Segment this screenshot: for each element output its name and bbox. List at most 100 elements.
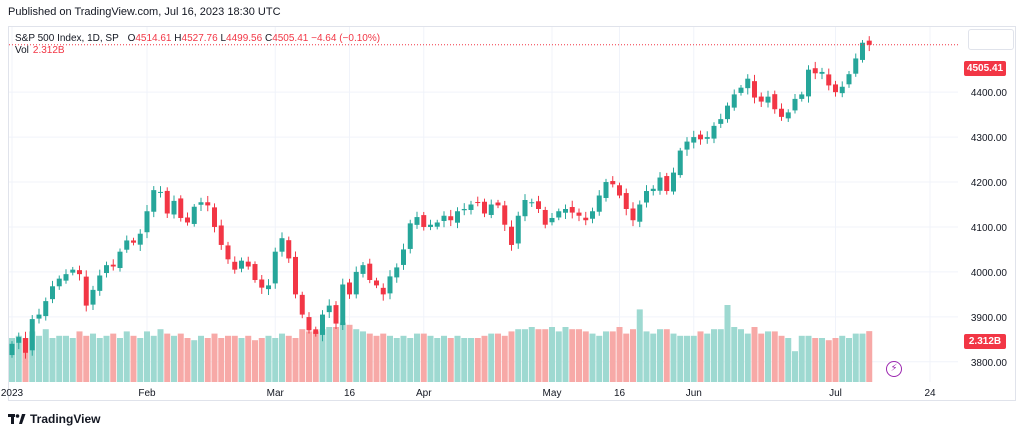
high-value: 4527.76 — [181, 33, 218, 44]
candle-body — [826, 74, 832, 86]
volume-legend: Vol 2.312B — [15, 45, 65, 56]
chart-frame[interactable] — [8, 26, 1016, 401]
volume-bar — [177, 333, 184, 382]
volume-bar — [76, 331, 83, 382]
candle-body — [704, 137, 710, 139]
volume-bar — [339, 322, 346, 382]
footer-brand[interactable]: TradingView — [8, 412, 100, 426]
volume-bar — [69, 338, 76, 382]
time-tick-label: 2023 — [1, 388, 24, 399]
candle-body — [698, 134, 703, 140]
candle-body — [664, 176, 670, 192]
volume-bar — [549, 327, 555, 382]
volume-bar — [515, 329, 522, 382]
candle-body — [576, 212, 582, 216]
candle-body — [380, 287, 386, 295]
time-tick-label: 16 — [344, 388, 356, 399]
candle-body — [475, 202, 481, 204]
volume-bar — [663, 329, 670, 382]
candle-body — [77, 270, 82, 275]
candle-body — [785, 112, 791, 119]
volume-bar — [684, 335, 690, 382]
candle-body — [772, 94, 778, 110]
volume-bar — [137, 338, 144, 382]
volume-bar — [22, 338, 29, 382]
volume-bar — [562, 327, 569, 382]
candle-body — [799, 94, 805, 99]
volume-bar — [42, 329, 49, 382]
lightning-icon[interactable]: ⚡ — [886, 361, 902, 377]
volume-bar — [697, 331, 704, 382]
volume-bar — [468, 338, 474, 382]
candle-body — [610, 181, 616, 185]
candle-body — [731, 94, 737, 108]
candle-body — [374, 280, 379, 286]
volume-bar — [299, 329, 306, 382]
volume-bar — [704, 333, 711, 382]
candle-body — [448, 216, 454, 221]
last-price-tag: 4505.41 — [964, 61, 1006, 76]
volume-bar — [231, 335, 238, 382]
candle-body — [266, 285, 271, 290]
volume-bar — [657, 329, 663, 382]
candle-body — [711, 125, 717, 139]
candle-body — [630, 208, 636, 221]
candle-body — [603, 182, 609, 198]
volume-bar — [738, 329, 744, 382]
open-label: O — [127, 33, 136, 44]
volume-bar — [535, 329, 542, 382]
volume-bar — [319, 329, 326, 382]
volume-value: 2.312B — [32, 45, 65, 56]
volume-bar — [400, 335, 407, 382]
candle-body — [23, 338, 28, 353]
chart-options-button[interactable] — [968, 29, 1014, 50]
volume-bar — [360, 331, 366, 382]
candle-body — [468, 204, 474, 210]
candle-body — [765, 96, 771, 103]
grid-lines — [9, 27, 958, 382]
candle-body — [812, 68, 818, 74]
candle-body — [191, 206, 197, 224]
volume-bar — [798, 335, 805, 382]
volume-bar — [454, 335, 461, 382]
candle-body — [428, 224, 433, 227]
volume-bar — [49, 338, 56, 382]
candle-body — [684, 141, 690, 150]
volume-bar — [218, 338, 225, 382]
candle-body — [225, 245, 231, 260]
volume-bar — [447, 338, 454, 382]
candle-body — [279, 238, 285, 252]
candle-body — [860, 42, 865, 60]
time-tick-label: 16 — [614, 388, 626, 399]
volume-bar — [866, 331, 873, 382]
volume-bar — [488, 333, 495, 382]
volume-bar — [670, 333, 677, 382]
candle-body — [482, 201, 487, 214]
volume-bar — [225, 335, 231, 382]
candle-body — [401, 249, 406, 265]
volume-bar — [15, 335, 22, 382]
candle-body — [131, 240, 136, 243]
volume-bar — [711, 329, 717, 382]
volume-bar — [326, 327, 333, 382]
volume-bar — [29, 331, 36, 382]
open-value: 4514.61 — [135, 33, 172, 44]
price-tick-label: 3800.00 — [971, 358, 1008, 369]
volume-bar — [744, 333, 751, 382]
time-tick-label: Jul — [829, 388, 842, 399]
volume-bar — [63, 335, 69, 382]
volume-bar — [717, 329, 724, 382]
price-axis: 3800.00 3900.00 4000.00 4100.00 4200.00 4300.… — [971, 88, 1008, 369]
candle-body — [97, 275, 103, 291]
candle-body — [347, 282, 352, 295]
volume-bar — [636, 309, 643, 382]
volume-bar — [258, 338, 265, 382]
volume-bar — [427, 335, 434, 382]
time-tick-label: 24 — [924, 388, 936, 399]
candle-body — [752, 81, 757, 98]
tradingview-logo-icon — [8, 414, 26, 424]
candle-body — [313, 329, 319, 334]
candle-body — [677, 150, 683, 176]
price-tick-label: 4400.00 — [971, 88, 1008, 99]
